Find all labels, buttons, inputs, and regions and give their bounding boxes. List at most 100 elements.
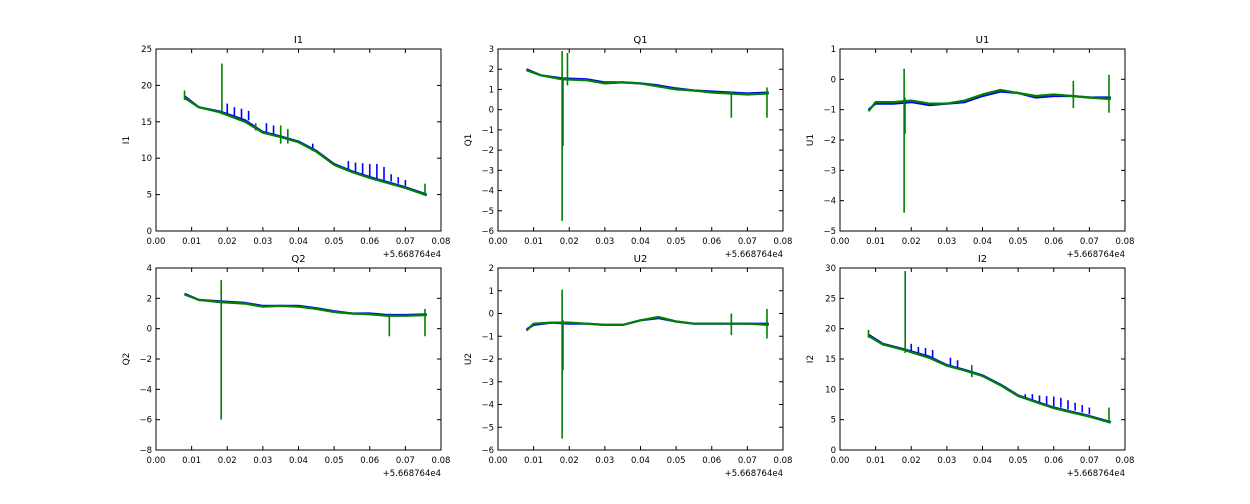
x-tick-label: 0.01	[182, 237, 201, 247]
axes-frame	[839, 48, 1126, 232]
y-tick-label: 30	[825, 264, 836, 274]
y-tick-label: −1	[823, 106, 836, 116]
x-offset-label: +5.668764e4	[725, 469, 783, 479]
y-tick-label: 0	[489, 310, 494, 320]
y-tick-label: 0	[489, 106, 494, 116]
y-tick-label: 1	[831, 45, 836, 55]
x-tick-label: 0.05	[667, 237, 686, 247]
y-tick-label: −2	[823, 136, 836, 146]
plot-area	[183, 63, 428, 197]
y-tick-label: −2	[481, 355, 494, 365]
x-tick-label: 0.04	[631, 237, 650, 247]
x-tick-label: 0.03	[595, 237, 614, 247]
x-tick-label: 0.05	[325, 456, 344, 466]
subplot-u1: 0.00 0.01 0.02 0.03 0.04 0.05 0.06 0.07 0.08 −5 −4…	[806, 35, 1134, 260]
subplot-q2: 0.00 0.01 0.02 0.03 0.04 0.05 0.06 0.07 0.08 −8 −6…	[122, 254, 450, 479]
y-tick-label: −6	[481, 227, 494, 237]
axes-frame	[155, 267, 442, 451]
x-tick-label: 0.05	[1009, 456, 1028, 466]
y-tick-label: 2	[489, 65, 494, 75]
y-tick-label: −8	[139, 446, 152, 456]
x-tick-label: 0.03	[253, 456, 272, 466]
y-tick-label: −4	[139, 385, 152, 395]
y-axis-label: U1	[806, 134, 816, 146]
y-tick-label: 1	[489, 287, 494, 297]
x-tick-label: 0.00	[831, 456, 850, 466]
y-tick-label: 3	[489, 45, 494, 55]
y-tick-label: −4	[823, 197, 836, 207]
y-tick-label: −6	[139, 416, 152, 426]
axes-frame	[497, 267, 784, 451]
y-tick-label: 1	[489, 85, 494, 95]
axes-frame	[155, 48, 442, 232]
subplot-title: Q2	[291, 254, 305, 265]
x-tick-label: 0.05	[667, 456, 686, 466]
y-tick-label: 10	[141, 154, 152, 164]
plot-area	[184, 280, 427, 420]
x-tick-label: 0.07	[396, 456, 415, 466]
x-offset-label: +5.668764e4	[1067, 250, 1125, 260]
plot-area	[867, 271, 1112, 424]
series-line-1	[867, 88, 1111, 112]
x-offset-label: +5.668764e4	[1067, 469, 1125, 479]
x-tick-label: 0.01	[524, 237, 543, 247]
x-tick-label: 0.01	[182, 456, 201, 466]
x-tick-label: 0.04	[289, 237, 308, 247]
y-axis-label: Q1	[464, 134, 474, 147]
plot-area	[867, 68, 1111, 213]
y-tick-label: −6	[481, 446, 494, 456]
y-tick-label: 20	[141, 81, 152, 91]
x-tick-label: 0.07	[396, 237, 415, 247]
y-axis-label: U2	[464, 353, 474, 365]
subplot-i2: 0.00 0.01 0.02 0.03 0.04 0.05 0.06 0.07 0.08 0 5 10…	[806, 254, 1134, 479]
x-tick-label: 0.06	[1044, 456, 1063, 466]
x-tick-label: 0.01	[866, 237, 885, 247]
x-tick-label: 0.07	[738, 237, 757, 247]
plot-area	[525, 289, 769, 439]
axes-frame	[839, 267, 1126, 451]
x-tick-label: 0.02	[218, 237, 237, 247]
y-tick-label: 0	[147, 227, 152, 237]
y-tick-label: 0	[147, 325, 152, 335]
y-tick-label: 25	[825, 294, 836, 304]
x-offset-label: +5.668764e4	[383, 469, 441, 479]
series-line-1	[526, 69, 769, 96]
y-tick-label: 0	[831, 446, 836, 456]
x-tick-label: 0.03	[253, 237, 272, 247]
subplot-title: U2	[634, 254, 648, 265]
x-tick-label: 0.05	[325, 237, 344, 247]
plot-area	[526, 51, 769, 221]
y-tick-label: −1	[481, 126, 494, 136]
x-tick-label: 0.00	[831, 237, 850, 247]
y-tick-label: −5	[823, 227, 836, 237]
x-tick-label: 0.06	[360, 456, 379, 466]
x-tick-label: 0.06	[702, 456, 721, 466]
y-tick-label: −1	[481, 332, 494, 342]
series-line-1	[183, 96, 428, 197]
subplot-title: I1	[294, 35, 303, 46]
x-tick-label: 0.08	[1116, 456, 1135, 466]
x-tick-label: 0.04	[631, 456, 650, 466]
series-line-1	[184, 293, 427, 317]
subplot-u2: 0.00 0.01 0.02 0.03 0.04 0.05 0.06 0.07 0.08 −6 −5…	[464, 254, 792, 479]
x-tick-label: 0.03	[937, 456, 956, 466]
subplot-title: Q1	[633, 35, 647, 46]
y-tick-label: −2	[481, 146, 494, 156]
x-offset-label: +5.668764e4	[725, 250, 783, 260]
y-axis-label: I1	[122, 136, 132, 144]
x-tick-label: 0.07	[738, 456, 757, 466]
x-tick-label: 0.02	[902, 456, 921, 466]
y-axis-label: I2	[806, 355, 816, 363]
y-tick-label: −4	[481, 401, 494, 411]
subplot-title: U1	[976, 35, 990, 46]
y-tick-label: 5	[831, 416, 836, 426]
subplot-title: I2	[978, 254, 987, 265]
y-tick-label: 2	[147, 294, 152, 304]
y-tick-label: −5	[481, 423, 494, 433]
x-tick-label: 0.04	[973, 456, 992, 466]
x-tick-label: 0.00	[147, 237, 166, 247]
y-tick-label: −3	[823, 166, 836, 176]
x-tick-label: 0.08	[432, 456, 451, 466]
x-offset-label: +5.668764e4	[383, 250, 441, 260]
